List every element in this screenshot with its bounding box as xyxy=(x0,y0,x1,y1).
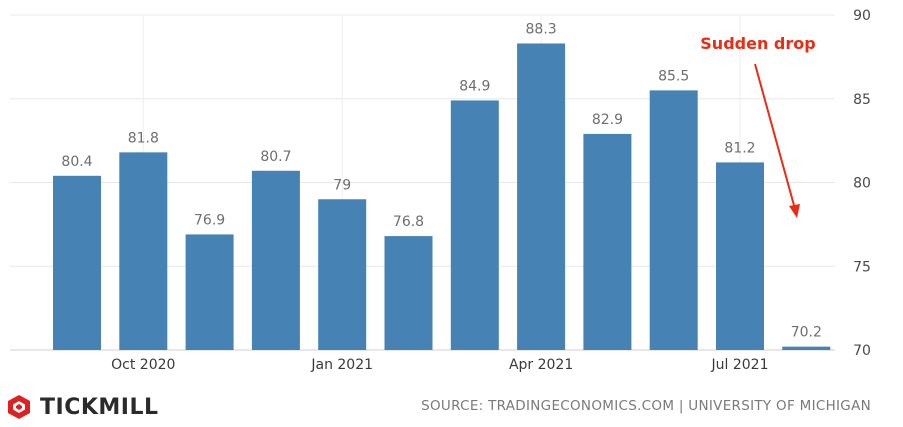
x-tick-label: Oct 2020 xyxy=(111,357,175,373)
source-credit: SOURCE: TRADINGECONOMICS.COM | UNIVERSIT… xyxy=(421,398,871,414)
bar xyxy=(782,346,831,350)
data-label: 81.8 xyxy=(128,130,159,146)
bar xyxy=(517,43,566,350)
bar xyxy=(649,90,698,350)
data-label: 76.9 xyxy=(194,212,225,228)
bar xyxy=(251,170,300,350)
y-tick-label: 70 xyxy=(853,343,871,359)
bar-chart: 70 75 80 85 90 Oct 2020 Jan 2021 Apr 2021 Jul 20… xyxy=(10,8,871,373)
data-label: 82.9 xyxy=(592,112,623,128)
bar xyxy=(583,133,632,350)
data-label: 80.7 xyxy=(260,149,291,165)
bar xyxy=(53,175,101,350)
data-label: 85.5 xyxy=(658,68,689,84)
x-tick-label: Apr 2021 xyxy=(509,357,573,373)
annotation-arrow-shaft xyxy=(754,63,796,210)
y-tick-label: 85 xyxy=(853,92,871,108)
x-tick-label: Jul 2021 xyxy=(711,357,769,373)
x-tick-label: Jan 2021 xyxy=(310,357,373,373)
bar xyxy=(185,234,234,350)
data-label: 70.2 xyxy=(791,325,822,341)
data-label: 88.3 xyxy=(526,21,557,37)
bar xyxy=(119,152,168,350)
brand: TICKMILL xyxy=(6,394,159,420)
data-label: 81.2 xyxy=(724,140,755,156)
tickmill-logo-icon xyxy=(8,395,30,419)
data-label: 79 xyxy=(333,177,351,193)
bar xyxy=(318,199,367,350)
bar xyxy=(384,236,433,350)
y-tick-label: 75 xyxy=(853,259,871,275)
annotation-arrowhead xyxy=(789,204,800,218)
y-tick-label: 90 xyxy=(853,8,871,24)
data-label: 76.8 xyxy=(393,214,424,230)
brand-name: TICKMILL xyxy=(40,394,159,420)
bar xyxy=(716,162,764,350)
data-label: 80.4 xyxy=(61,154,92,170)
data-label: 84.9 xyxy=(459,78,490,94)
bar xyxy=(450,100,499,350)
y-tick-label: 80 xyxy=(853,176,871,192)
footer: TICKMILL SOURCE: TRADINGECONOMICS.COM | … xyxy=(0,388,903,424)
annotation-text: Sudden drop xyxy=(700,34,815,53)
